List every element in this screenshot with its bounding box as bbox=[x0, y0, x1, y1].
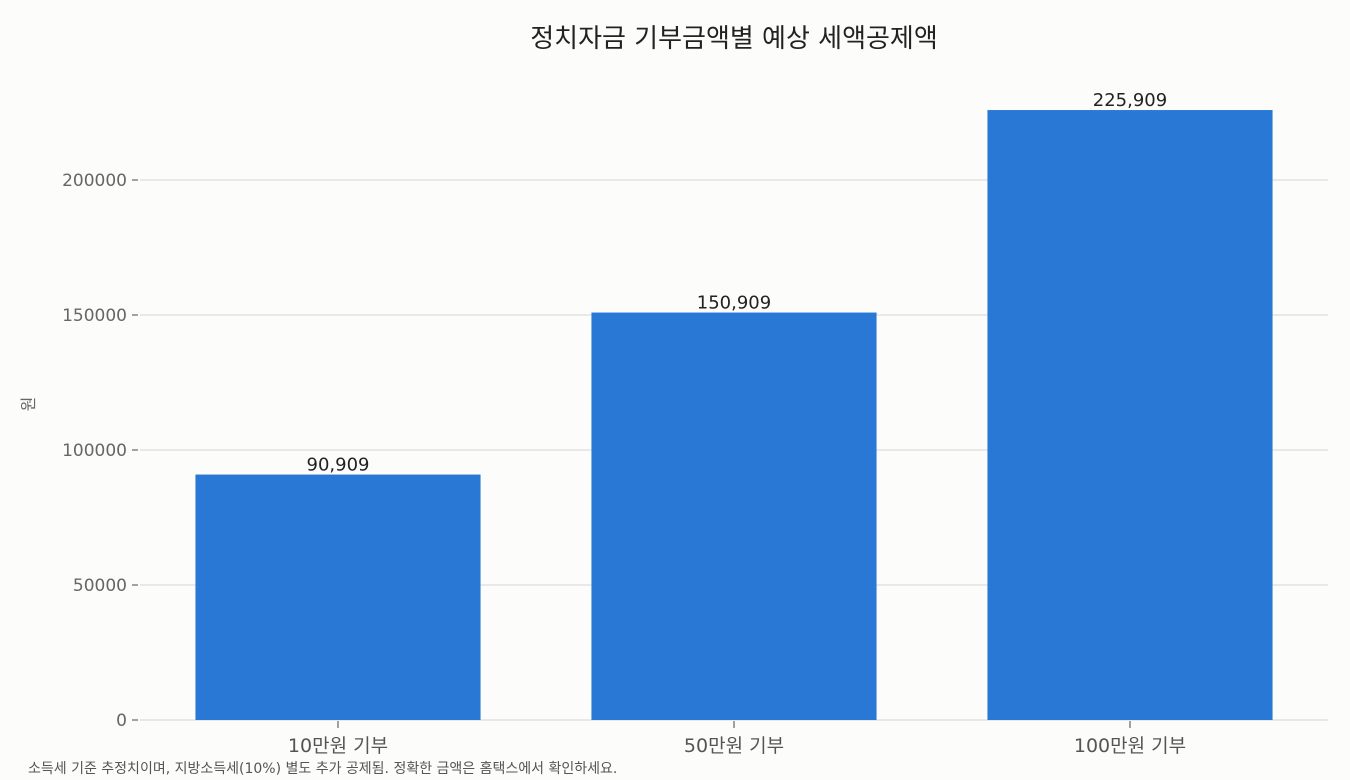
y-tick-label: 100000 bbox=[62, 441, 127, 461]
data-label: 150,909 bbox=[697, 293, 771, 314]
footnote: 소득세 기준 추정치이며, 지방소득세(10%) 별도 추가 공제됨. 정확한 … bbox=[28, 761, 617, 777]
x-axis: 10만원 기부 50만원 기부 100만원 기부 bbox=[288, 721, 1186, 757]
chart-title: 정치자금 기부금액별 예상 세액공제액 bbox=[530, 24, 938, 54]
bar bbox=[987, 110, 1273, 720]
data-labels: 90,909 150,909 225,909 bbox=[307, 90, 1168, 476]
y-axis: 0 50000 100000 150000 200000 bbox=[62, 171, 138, 731]
y-tick-label: 150000 bbox=[62, 306, 127, 326]
bar bbox=[591, 312, 877, 720]
y-tick-label: 0 bbox=[116, 711, 127, 731]
bars bbox=[195, 110, 1273, 720]
y-tick-label: 200000 bbox=[62, 171, 127, 191]
x-tick-label: 10만원 기부 bbox=[288, 735, 388, 757]
x-tick-label: 100만원 기부 bbox=[1074, 735, 1186, 757]
bar bbox=[195, 474, 481, 720]
y-axis-label: 원 bbox=[19, 397, 38, 412]
x-tick-label: 50만원 기부 bbox=[684, 735, 784, 757]
data-label: 90,909 bbox=[307, 455, 370, 476]
y-tick-label: 50000 bbox=[73, 576, 127, 596]
data-label: 225,909 bbox=[1093, 90, 1167, 111]
